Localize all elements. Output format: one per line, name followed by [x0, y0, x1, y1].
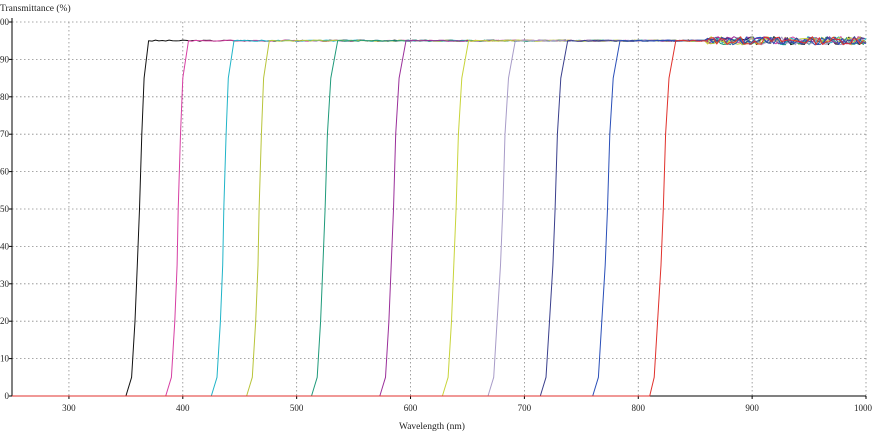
series-line	[12, 36, 865, 397]
y-tick-label: 100	[0, 17, 10, 27]
x-tick-label: 500	[290, 403, 304, 413]
x-tick-label: 300	[62, 403, 76, 413]
y-tick-label: 80	[0, 92, 10, 102]
x-tick-label: 600	[404, 403, 418, 413]
series-line	[12, 36, 866, 397]
axis-layer	[9, 18, 867, 399]
y-tick-label: 90	[0, 54, 10, 64]
y-tick-label: 60	[0, 167, 10, 177]
series-line	[12, 36, 865, 397]
x-tick-label: 900	[745, 403, 759, 413]
series-line	[12, 36, 865, 397]
x-tick-label: 700	[518, 403, 532, 413]
grid-layer	[12, 21, 867, 396]
y-tick-label: 10	[0, 354, 10, 364]
series-line	[12, 36, 867, 397]
y-tick-label: 40	[0, 241, 10, 251]
series-line	[12, 36, 867, 397]
y-axis-title: Transmittance (%)	[0, 3, 71, 14]
x-tick-label: 800	[632, 403, 646, 413]
series-layer	[12, 36, 867, 397]
tick-label-layer: 0 10 20 30 40 50 60 70 80 90 100 300 400 500 600 700 800…	[0, 17, 873, 413]
y-tick-label: 70	[0, 129, 10, 139]
series-line	[12, 36, 864, 397]
y-tick-label: 50	[0, 204, 10, 214]
y-tick-label: 0	[5, 391, 10, 401]
series-line	[12, 36, 867, 397]
y-tick-label: 20	[0, 316, 10, 326]
series-line	[12, 36, 866, 397]
x-tick-label: 1000	[854, 403, 873, 413]
series-line	[12, 36, 864, 397]
x-tick-label: 400	[176, 403, 190, 413]
y-tick-label: 30	[0, 279, 10, 289]
series-line	[12, 36, 864, 397]
x-axis-title: Wavelength (nm)	[399, 421, 465, 432]
